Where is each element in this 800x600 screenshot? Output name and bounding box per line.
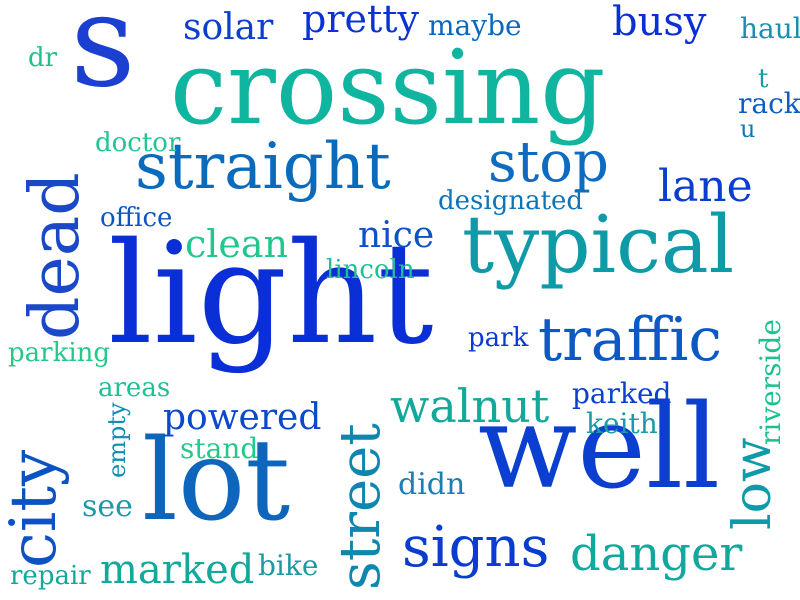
word-clean: clean <box>185 222 289 266</box>
word-straight: straight <box>135 130 391 204</box>
word-rack: rack <box>738 87 800 120</box>
word-low: low <box>723 437 783 530</box>
word-dr: dr <box>28 43 58 73</box>
word-signs: signs <box>402 515 550 580</box>
word-bike: bike <box>258 549 319 582</box>
word-empty: empty <box>103 402 131 478</box>
word-city: city <box>0 449 71 568</box>
word-maybe: maybe <box>428 9 522 42</box>
word-park: park <box>468 323 529 353</box>
word-light: light <box>108 213 434 376</box>
word-danger: danger <box>570 526 743 582</box>
word-haul: haul <box>740 12 800 45</box>
word-dead: dead <box>16 172 95 340</box>
word-doctor: doctor <box>95 128 181 158</box>
word-keith: keith <box>586 407 658 440</box>
word-parking: parking <box>8 338 111 368</box>
word-stand: stand <box>180 432 259 465</box>
word-powered: powered <box>163 397 322 438</box>
word-pretty: pretty <box>302 0 419 41</box>
word-nice: nice <box>358 215 435 256</box>
word-parked: parked <box>572 377 672 410</box>
word-walnut: walnut <box>390 379 550 433</box>
word-solar: solar <box>183 7 274 48</box>
word-typical: typical <box>462 198 735 291</box>
word-well: well <box>478 380 721 515</box>
word-see: see <box>82 489 133 524</box>
word-u: u <box>740 115 756 143</box>
word-lincoln: lincoln <box>326 255 415 285</box>
word-areas: areas <box>98 373 171 403</box>
word-street: street <box>328 423 393 590</box>
word-office: office <box>100 203 173 233</box>
word-didn: didn <box>398 467 466 502</box>
word-riverside: riverside <box>754 319 787 445</box>
word-s: s <box>70 0 136 116</box>
word-traffic: traffic <box>538 305 722 375</box>
word-repair: repair <box>10 561 91 591</box>
word-t: t <box>758 64 769 94</box>
word-designated: designated <box>438 186 584 216</box>
word-crossing: crossing <box>170 29 606 148</box>
word-lot: lot <box>142 416 291 546</box>
word-lane: lane <box>658 161 753 212</box>
word-stop: stop <box>488 130 609 195</box>
word-busy: busy <box>612 0 707 45</box>
word-marked: marked <box>100 547 255 593</box>
